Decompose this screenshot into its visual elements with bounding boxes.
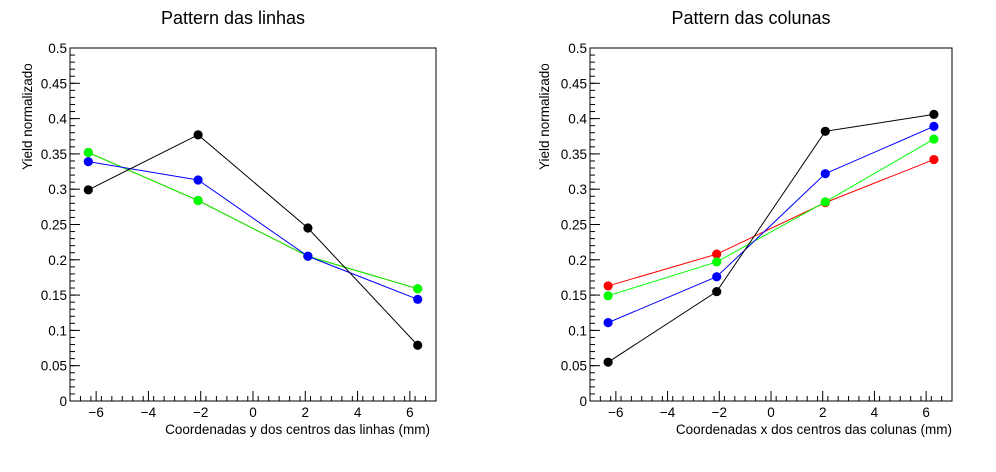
y-axis-label: Yield normalizado	[20, 63, 35, 170]
chart-title: Pattern das linhas	[161, 8, 305, 28]
x-tick-label: −6	[608, 405, 623, 420]
data-point	[193, 130, 203, 140]
y-tick-label: 0	[59, 394, 67, 409]
data-point	[929, 134, 939, 144]
data-point	[929, 109, 939, 119]
x-tick-label: 4	[871, 405, 879, 420]
series-line	[607, 125, 935, 324]
y-tick-label: 0.5	[48, 41, 67, 56]
x-tick-label: −2	[193, 405, 208, 420]
x-tick-label: 2	[302, 405, 310, 420]
x-tick-label: 2	[819, 405, 827, 420]
y-tick-label: 0.45	[561, 76, 587, 91]
data-point	[303, 223, 313, 233]
data-point	[603, 357, 613, 367]
data-point	[413, 340, 423, 350]
y-tick-label: 0.5	[568, 41, 587, 56]
data-point	[712, 272, 722, 282]
x-tick-label: 0	[249, 405, 257, 420]
y-tick-label: 0.4	[568, 112, 587, 127]
data-point	[929, 154, 939, 165]
data-point	[83, 147, 93, 158]
y-tick-label: 0.3	[48, 182, 67, 197]
chart-panel-rows: Pattern das linhas Coordenadas y dos cent…	[20, 8, 437, 437]
series-line	[88, 134, 419, 346]
series-line	[88, 161, 418, 300]
y-tick-label: 0.4	[48, 112, 67, 127]
y-tick-label: 0.1	[48, 323, 67, 338]
data-point	[83, 185, 93, 195]
series-line	[607, 159, 935, 287]
y-tick-label: 0.2	[48, 253, 67, 268]
y-axis-label: Yield normalizado	[537, 63, 552, 170]
x-tick-label: −6	[88, 405, 103, 420]
data-point	[712, 249, 722, 259]
data-point	[712, 286, 722, 297]
series-line	[88, 152, 418, 290]
data-point	[193, 175, 203, 185]
y-tick-label: 0.45	[41, 76, 67, 91]
y-tick-label: 0.35	[41, 147, 67, 162]
y-tick-label: 0.1	[568, 323, 587, 338]
x-tick-label: 0	[767, 405, 775, 420]
data-point	[603, 281, 613, 291]
x-axis-label: Coordenadas x dos centros das colunas (m…	[676, 422, 952, 437]
x-tick-label: 6	[406, 405, 414, 420]
data-point	[193, 195, 203, 206]
y-tick-label: 0.2	[568, 253, 587, 268]
x-axis-label: Coordenadas y dos centros das linhas (mm…	[165, 422, 430, 437]
data-point	[83, 157, 93, 167]
data-point	[929, 121, 939, 131]
y-tick-label: 0	[579, 394, 587, 409]
y-tick-label: 0.35	[561, 147, 587, 162]
series-line	[607, 113, 934, 363]
data-point	[820, 197, 830, 207]
data-point	[712, 257, 722, 267]
data-point	[603, 318, 613, 328]
y-tick-label: 0.25	[561, 218, 587, 233]
y-tick-label: 0.05	[41, 359, 67, 374]
x-tick-label: −2	[712, 405, 727, 420]
y-tick-label: 0.25	[41, 218, 67, 233]
y-tick-label: 0.05	[561, 359, 587, 374]
x-tick-label: −4	[141, 405, 157, 420]
y-tick-label: 0.15	[561, 288, 587, 303]
series-line	[607, 138, 935, 297]
data-point	[413, 284, 423, 294]
y-tick-label: 0.3	[568, 182, 587, 197]
data-point	[603, 291, 613, 301]
x-tick-label: −4	[660, 405, 676, 420]
data-point	[303, 251, 313, 261]
data-point	[820, 126, 830, 136]
data-point	[413, 294, 423, 304]
chart-title: Pattern das colunas	[671, 8, 830, 28]
chart-panel-columns: Pattern das colunas Coordenadas x dos cen…	[537, 8, 953, 437]
x-tick-label: 6	[922, 405, 930, 420]
x-tick-label: 4	[354, 405, 362, 420]
data-point	[820, 169, 830, 179]
y-tick-label: 0.15	[41, 288, 67, 303]
